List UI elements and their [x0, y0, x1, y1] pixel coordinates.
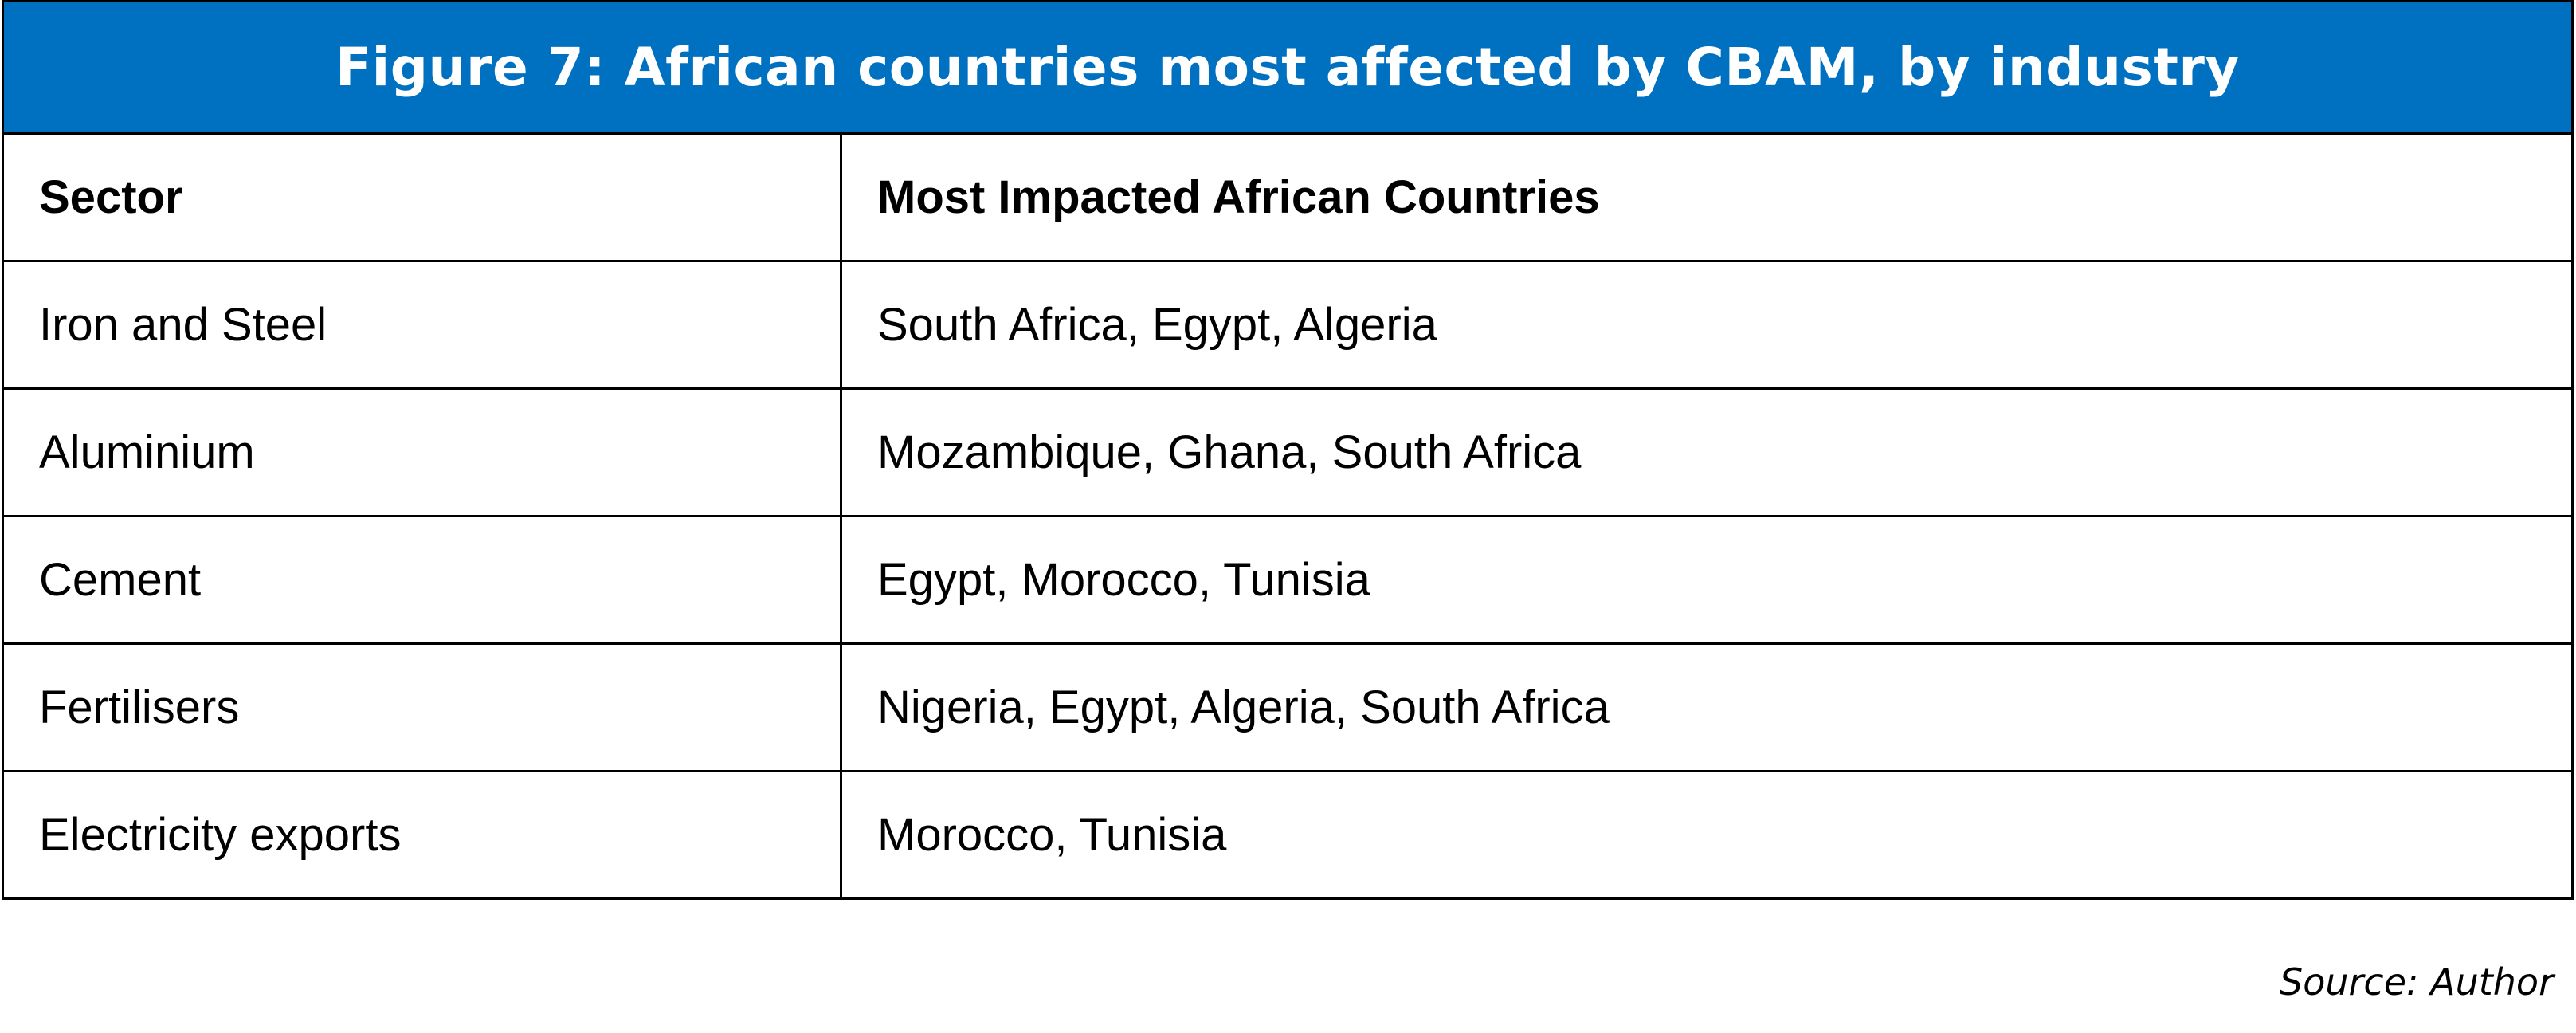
- header-sector: Sector: [2, 132, 842, 262]
- figure-title-bar: Figure 7: African countries most affecte…: [2, 0, 2574, 132]
- sector-cell: Cement: [2, 515, 842, 645]
- table-header-row: Sector Most Impacted African Countries: [2, 132, 2574, 262]
- sector-cell: Fertilisers: [2, 642, 842, 772]
- table-row: Fertilisers Nigeria, Egypt, Algeria, Sou…: [2, 642, 2574, 772]
- countries-cell: Mozambique, Ghana, South Africa: [840, 387, 2574, 517]
- figure-title: Figure 7: African countries most affecte…: [335, 37, 2240, 98]
- table-row: Aluminium Mozambique, Ghana, South Afric…: [2, 387, 2574, 517]
- source-note: Source: Author: [2280, 960, 2554, 1004]
- countries-cell: South Africa, Egypt, Algeria: [840, 260, 2574, 390]
- sector-cell: Electricity exports: [2, 770, 842, 900]
- data-table: Sector Most Impacted African Countries I…: [2, 132, 2574, 900]
- sector-cell: Iron and Steel: [2, 260, 842, 390]
- countries-cell: Egypt, Morocco, Tunisia: [840, 515, 2574, 645]
- header-countries: Most Impacted African Countries: [840, 132, 2574, 262]
- countries-cell: Morocco, Tunisia: [840, 770, 2574, 900]
- figure-table: Figure 7: African countries most affecte…: [2, 0, 2574, 900]
- countries-cell: Nigeria, Egypt, Algeria, South Africa: [840, 642, 2574, 772]
- sector-cell: Aluminium: [2, 387, 842, 517]
- table-row: Cement Egypt, Morocco, Tunisia: [2, 515, 2574, 645]
- table-row: Electricity exports Morocco, Tunisia: [2, 770, 2574, 900]
- table-row: Iron and Steel South Africa, Egypt, Alge…: [2, 260, 2574, 390]
